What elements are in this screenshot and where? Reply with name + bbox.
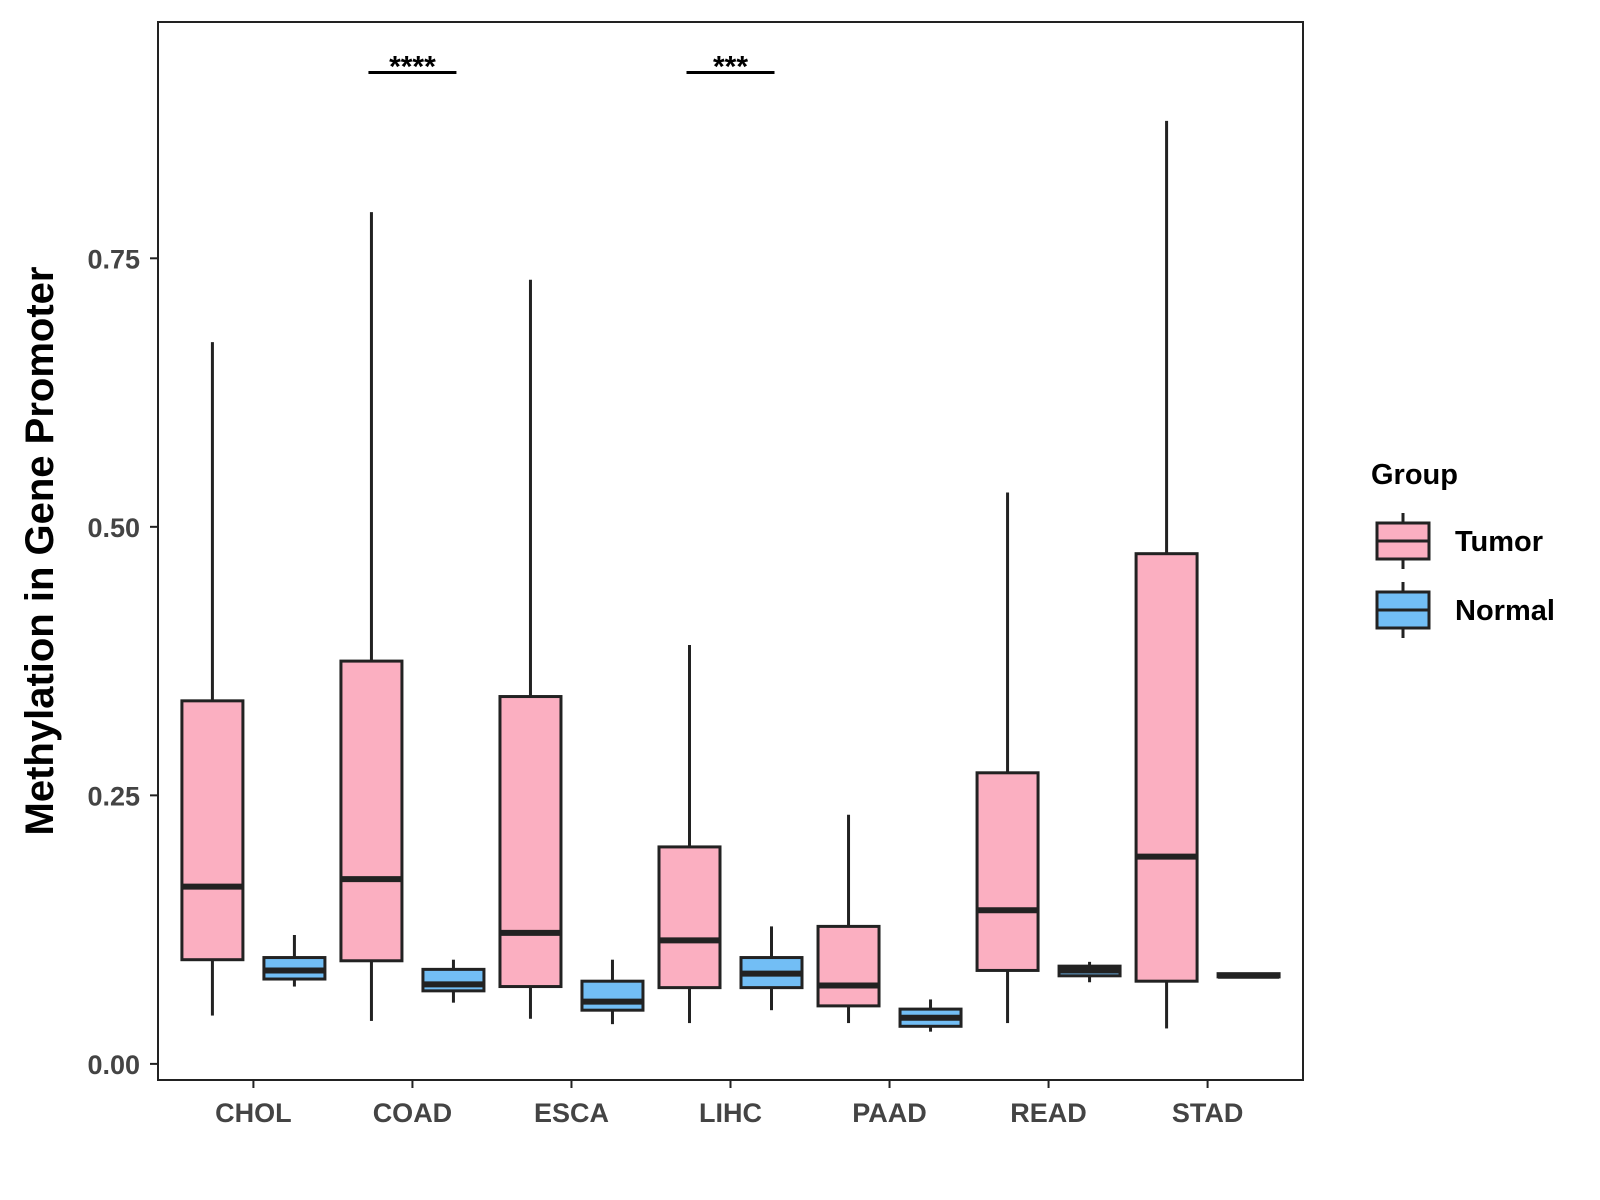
x-tick-label: COAD [373,1098,453,1128]
box-normal-read [1057,961,1122,983]
y-tick-label: 0.50 [87,513,140,543]
x-tick-label: PAAD [852,1098,927,1128]
box-iqr [580,979,645,1012]
box-tumor-esca [498,279,563,1019]
x-tick-label: READ [1010,1098,1087,1128]
x-tick-label: LIHC [699,1098,762,1128]
box-normal-lihc [739,926,804,1011]
box-iqr [1134,552,1199,983]
box-iqr [498,695,563,989]
box-normal-coad [421,959,486,1003]
x-tick-label: ESCA [534,1098,609,1128]
significance-label: *** [713,50,748,83]
box-tumor-stad [1134,120,1199,1029]
legend-title: Group [1371,459,1458,491]
legend: Group Tumor Normal [1371,459,1555,638]
y-tick-label: 0.75 [87,244,140,274]
box-normal-stad [1216,972,1281,979]
plot-panel-border [157,21,1304,1081]
box-tumor-lihc [657,644,722,1024]
significance-label: **** [389,50,436,83]
legend-key-tumor [1375,513,1431,569]
x-tick-label: STAD [1172,1098,1244,1128]
axes: 0.00 0.25 0.50 0.75 CHOL COAD ESCA LIHC PAAD READ… [87,244,1243,1128]
box-tumor-read [975,492,1040,1024]
box-iqr [180,699,245,962]
box-normal-chol [262,934,327,987]
y-axis-title: Methylation in Gene Promoter [18,267,62,836]
box-iqr [816,924,881,1008]
box-tumor-chol [180,342,245,1016]
box-iqr [975,771,1040,972]
box-normal-paad [898,999,963,1032]
legend-key-normal [1375,582,1431,638]
box-tumor-coad [339,212,404,1021]
x-tick-label: CHOL [215,1098,292,1128]
box-iqr [657,845,722,990]
legend-label-normal: Normal [1455,595,1555,627]
box-tumor-paad [816,814,881,1024]
legend-label-tumor: Tumor [1455,526,1543,558]
box-iqr [421,967,486,993]
y-tick-label: 0.25 [87,781,140,811]
y-tick-label: 0.00 [87,1050,140,1080]
box-iqr [339,659,404,963]
box-normal-esca [580,959,645,1025]
plot-area: **** *** [180,50,1281,1032]
